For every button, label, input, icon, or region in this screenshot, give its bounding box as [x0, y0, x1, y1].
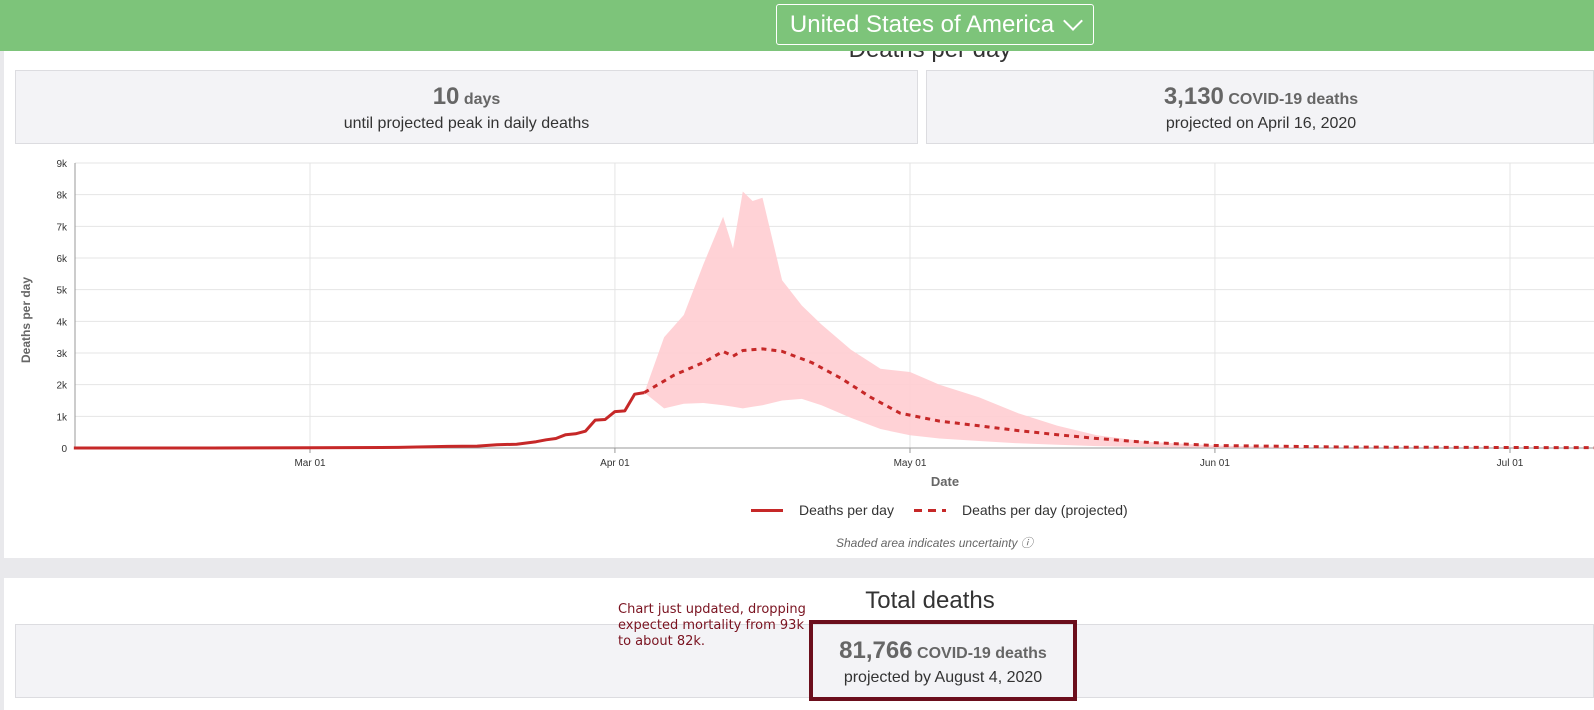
legend-item-projected[interactable]: Deaths per day (projected): [913, 502, 1128, 518]
projected-deaths-line: [643, 347, 1594, 450]
y-tick-label: 8k: [56, 191, 68, 202]
annotation-text: Chart just updated, dropping expected mo…: [618, 602, 806, 649]
y-tick-label: 0: [61, 444, 67, 455]
peak-deaths-unit: COVID-19 deaths: [1228, 91, 1359, 108]
x-tick-label: Jun 01: [1200, 458, 1230, 469]
peak-days-caption: until projected peak in daily deaths: [343, 115, 590, 132]
actual-deaths-line: [73, 391, 645, 450]
legend-label-projected: Deaths per day (projected): [961, 502, 1128, 518]
x-axis-title: Date: [931, 474, 959, 489]
peak-deaths-card: 3,130 COVID-19 deaths projected on April…: [926, 70, 1594, 144]
total-deaths-value: 81,766: [839, 637, 913, 664]
x-tick-label: Mar 01: [294, 458, 326, 469]
total-deaths-card: [15, 624, 1594, 698]
total-deaths-stat: 81,766 COVID-19 deaths projected by Augu…: [813, 637, 1073, 687]
y-tick-label: 2k: [56, 381, 68, 392]
top-bar: United States of America: [0, 0, 1594, 51]
chevron-down-icon: [1063, 11, 1083, 31]
y-tick-label: 6k: [56, 254, 68, 265]
x-tick-label: May 01: [894, 458, 927, 469]
total-section-title: Total deaths: [865, 587, 995, 614]
peak-days-value: 10: [432, 83, 460, 110]
y-tick-label: 3k: [56, 349, 68, 360]
uncertainty-band: [644, 191, 1304, 448]
x-tick-label: Jul 01: [1497, 458, 1524, 469]
peak-days-unit: days: [463, 91, 501, 108]
y-tick-label: 9k: [56, 159, 68, 170]
country-select[interactable]: United States of America: [776, 4, 1094, 45]
annotation-highlight-box: [809, 620, 1077, 701]
legend-dashed-line-icon: [913, 508, 946, 512]
y-axis-title: Deaths per day: [19, 277, 33, 363]
peak-deaths-caption: projected on April 16, 2020: [1165, 115, 1357, 132]
peak-days-card: 10 days until projected peak in daily de…: [15, 70, 918, 144]
deaths-per-day-chart: 0 1k 2k 3k 4k 5k 6k 7k 8k 9k Mar 01 Apr 01 May 01 Jun…: [19, 159, 1594, 489]
x-tick-label: Apr 01: [600, 458, 630, 469]
total-deaths-caption: projected by August 4, 2020: [843, 669, 1043, 686]
y-tick-label: 5k: [56, 286, 68, 297]
country-label: United States of America: [789, 10, 1055, 38]
legend-solid-line-icon: [751, 508, 783, 512]
legend-item-actual[interactable]: Deaths per day: [751, 502, 894, 518]
legend-label-actual: Deaths per day: [799, 502, 894, 518]
total-deaths-unit: COVID-19 deaths: [917, 645, 1047, 662]
y-tick-label: 1k: [56, 412, 68, 423]
uncertainty-note: Shaded area indicates uncertainty ⓘ: [836, 536, 1033, 550]
peak-deaths-value: 3,130: [1163, 83, 1224, 110]
y-tick-label: 7k: [56, 222, 68, 233]
y-tick-label: 4k: [56, 317, 68, 328]
chart-legend: Deaths per day Deaths per day (projected…: [751, 502, 1148, 518]
